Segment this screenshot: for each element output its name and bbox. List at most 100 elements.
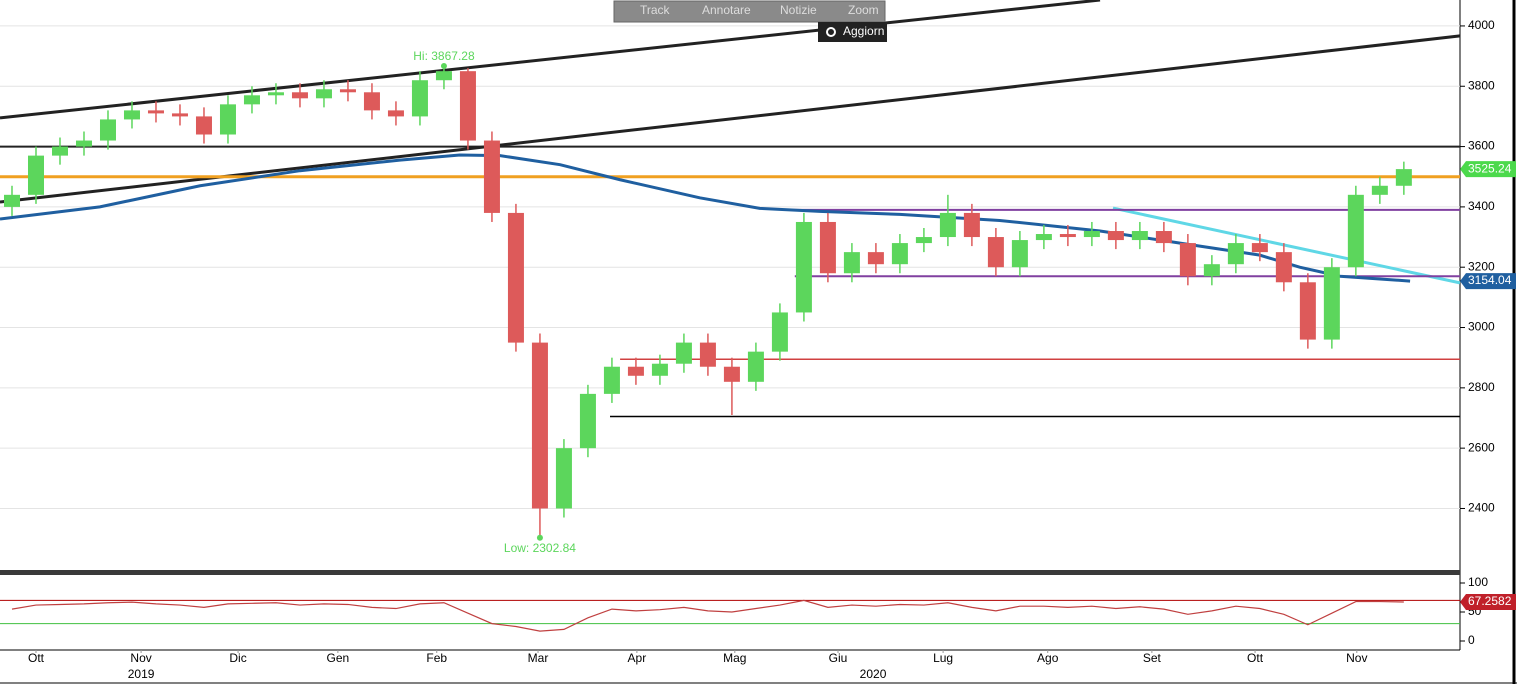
candle-body xyxy=(315,89,332,99)
last-value-label: 3154.04 xyxy=(1468,273,1512,287)
candle-body xyxy=(1179,243,1196,277)
candle-body xyxy=(147,110,164,114)
x-tick-label: Giu xyxy=(829,651,848,665)
candle-body xyxy=(1107,231,1124,241)
candle-body xyxy=(459,71,476,141)
candle-body xyxy=(963,212,980,238)
icon xyxy=(826,27,836,37)
candle-body xyxy=(387,110,404,117)
button[interactable]: Annotare xyxy=(702,3,751,17)
candle-body xyxy=(915,237,932,244)
candle-body xyxy=(3,194,20,207)
y-tick-label: 4000 xyxy=(1468,18,1495,32)
refresh-bg xyxy=(818,22,887,42)
reference-line xyxy=(0,34,1461,204)
x-tick-label: Nov xyxy=(130,651,151,665)
candle-body xyxy=(1395,169,1412,186)
x-tick-label: Gen xyxy=(327,651,350,665)
annotation: Hi: 3867.28 xyxy=(413,49,475,63)
moving-average xyxy=(0,153,1411,283)
candle-body xyxy=(1275,252,1292,283)
candle-body xyxy=(651,363,668,376)
candle-body xyxy=(843,252,860,274)
candle-body xyxy=(891,243,908,265)
candle-body xyxy=(603,366,620,394)
candle-body xyxy=(75,140,92,147)
candle-body xyxy=(171,113,188,117)
candle-body xyxy=(291,92,308,99)
candle-body xyxy=(1011,240,1028,268)
last-value-tag xyxy=(1460,273,1516,290)
candle-body xyxy=(123,110,140,120)
last-value-label: 3525.24 xyxy=(1468,161,1512,175)
candle-body xyxy=(99,119,116,141)
candle-body xyxy=(771,312,788,352)
candle-body xyxy=(555,448,572,509)
button[interactable]: Zoom xyxy=(848,3,879,17)
candle-body xyxy=(27,155,44,195)
toolbar-bg xyxy=(613,0,886,23)
candle-body xyxy=(411,80,428,117)
candle-body xyxy=(1155,231,1172,244)
x-tick-label: Lug xyxy=(933,651,953,665)
candle-body xyxy=(1227,243,1244,265)
candle-body xyxy=(939,212,956,238)
y-tick-label: 3200 xyxy=(1468,259,1495,273)
candle-body xyxy=(219,104,236,135)
x-tick-label: Mar xyxy=(528,651,549,665)
candle-body xyxy=(699,342,716,367)
candle-body xyxy=(363,92,380,111)
candle-body xyxy=(1035,234,1052,241)
x-tick-label: Feb xyxy=(426,651,447,665)
candle-body xyxy=(531,342,548,509)
x-tick-label: Ago xyxy=(1037,651,1059,665)
candle-body xyxy=(579,393,596,449)
axis-area xyxy=(1460,0,1517,650)
y-tick-label: 100 xyxy=(1468,575,1488,589)
button[interactable]: Notizie xyxy=(780,3,817,17)
candle-body xyxy=(1371,185,1388,195)
candle-body xyxy=(723,366,740,382)
y-tick-label: 3800 xyxy=(1468,78,1495,92)
candle-body xyxy=(507,212,524,343)
candle-body xyxy=(1347,194,1364,268)
year-label: 2019 xyxy=(128,667,155,681)
y-tick-label: 2600 xyxy=(1468,440,1495,454)
x-tick-label: Apr xyxy=(628,651,647,665)
rsi-line xyxy=(11,599,1404,632)
candle-body xyxy=(195,116,212,135)
y-tick-label: 3400 xyxy=(1468,199,1495,213)
reference-line xyxy=(1112,206,1461,285)
candle-body xyxy=(1323,267,1340,340)
x-tick-label: Nov xyxy=(1346,651,1367,665)
annotation: Low: 2302.84 xyxy=(504,541,576,555)
last-value-tag xyxy=(1460,161,1516,178)
year-label: 2020 xyxy=(860,667,887,681)
refresh-button[interactable]: Aggiorn xyxy=(843,24,884,38)
last-value-label: 67.2582 xyxy=(1468,594,1512,608)
candle-body xyxy=(1059,234,1076,238)
y-tick-label: 2400 xyxy=(1468,501,1495,515)
button[interactable]: Track xyxy=(640,3,671,17)
x-tick-label: Ott xyxy=(1247,651,1264,665)
last-value-tag xyxy=(1460,593,1516,610)
annotation-dot xyxy=(440,62,447,69)
y-tick-label: 0 xyxy=(1468,633,1475,647)
candle-body xyxy=(267,92,284,96)
x-tick-label: Mag xyxy=(723,651,746,665)
x-tick-label: Dic xyxy=(229,651,246,665)
candle-body xyxy=(1251,243,1268,253)
candle-body xyxy=(483,140,500,213)
candle-body xyxy=(51,146,68,156)
candle-body xyxy=(1203,264,1220,277)
candle-body xyxy=(1299,282,1316,340)
candle-body xyxy=(747,351,764,382)
candle-body xyxy=(987,237,1004,268)
y-tick-label: 2800 xyxy=(1468,380,1495,394)
reference-line xyxy=(0,0,1101,120)
candle-body xyxy=(243,95,260,105)
annotation-dot xyxy=(536,534,543,541)
toolbar: Track Annotare Notizie Zoom Aggiorn xyxy=(613,0,887,42)
candle-body xyxy=(1131,231,1148,241)
